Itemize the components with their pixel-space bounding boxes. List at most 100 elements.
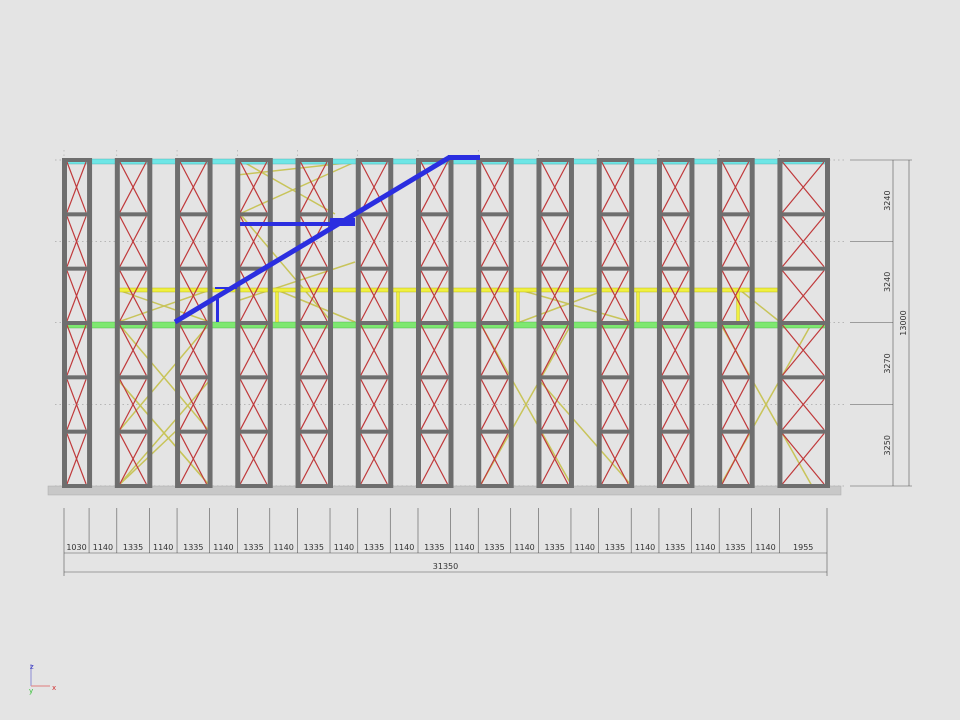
horizontal-dimension-chain: 1030 1140 1335 1140 1335 1140 1335 1140 1335 1140… (63, 508, 828, 576)
frame-x-brace (119, 379, 147, 430)
frame-x-brace (66, 379, 87, 430)
frame-horizontal (658, 375, 692, 380)
stair-post (216, 295, 219, 322)
frame-horizontal (116, 375, 150, 380)
frame-horizontal (64, 158, 90, 162)
frame-horizontal (658, 321, 692, 325)
frame-x-brace (299, 379, 328, 430)
dimension-label: 1140 (273, 543, 293, 552)
frame-horizontal (598, 158, 632, 162)
frame-column (355, 158, 361, 488)
frame-column (568, 158, 574, 488)
frame-x-brace (601, 433, 629, 485)
frame-x-brace (781, 433, 825, 485)
frame-horizontal (779, 266, 827, 271)
frame-horizontal (64, 429, 90, 434)
rack-frame (62, 158, 93, 488)
dimension-label: 3240 (883, 190, 892, 210)
frame-horizontal (538, 321, 571, 325)
rack-frame (656, 158, 695, 488)
frame-horizontal (237, 429, 270, 434)
frame-horizontal (357, 212, 391, 217)
frame-column (415, 158, 421, 488)
frame-horizontal (719, 212, 752, 217)
dimension-label: 1335 (725, 543, 745, 552)
frame-x-brace (540, 270, 569, 322)
diagonal-brace (117, 322, 211, 433)
frame-x-brace (540, 324, 569, 376)
rack-frames (62, 158, 830, 488)
frame-horizontal (417, 266, 451, 271)
frame-horizontal (237, 266, 270, 271)
frame-horizontal (237, 484, 270, 488)
frame-x-brace (239, 324, 268, 376)
frame-horizontal (598, 266, 632, 271)
axis-y-label: y (29, 687, 33, 695)
frame-x-brace (66, 161, 87, 213)
frame-horizontal (357, 158, 391, 162)
dimension-label: 1140 (93, 543, 113, 552)
frame-horizontal (297, 375, 331, 380)
dimension-label: 1335 (484, 543, 504, 552)
frame-horizontal (478, 321, 511, 325)
frame-x-brace (661, 379, 689, 430)
frame-horizontal (417, 321, 451, 325)
frame-horizontal (478, 429, 511, 434)
dimension-label: 1335 (243, 543, 263, 552)
frame-x-brace (601, 324, 629, 376)
frame-x-brace (480, 161, 509, 213)
stair-landing-beam (240, 222, 355, 226)
frame-x-brace (179, 379, 208, 430)
frame-column (235, 158, 241, 488)
frame-x-brace (239, 161, 268, 213)
frame-x-brace (540, 379, 569, 430)
frame-x-brace (661, 324, 689, 376)
rack-frame (295, 158, 334, 488)
frame-x-brace (66, 324, 87, 376)
frame-x-brace (179, 433, 208, 485)
frame-horizontal (658, 212, 692, 217)
frame-x-brace (420, 433, 449, 485)
frame-x-brace (360, 270, 388, 322)
frame-x-brace (601, 270, 629, 322)
frame-horizontal (116, 484, 150, 488)
axis-triad: z x y (29, 663, 56, 695)
axis-x-label: x (52, 684, 56, 692)
diagonal-brace (276, 289, 356, 323)
rack-frame (596, 158, 635, 488)
frame-x-brace (360, 379, 388, 430)
frame-x-brace (299, 270, 328, 322)
frame-horizontal (478, 266, 511, 271)
frame-x-brace (239, 433, 268, 485)
dimension-label: 1335 (545, 543, 565, 552)
frame-x-brace (179, 161, 208, 213)
rack-frame (717, 158, 755, 488)
frame-horizontal (237, 375, 270, 380)
frame-column (388, 158, 394, 488)
frame-horizontal (357, 321, 391, 325)
frame-x-brace (601, 216, 629, 267)
rack-frame (355, 158, 394, 488)
frame-horizontal (357, 429, 391, 434)
frame-horizontal (719, 266, 752, 271)
dimension-label: 1140 (695, 543, 715, 552)
dimension-label: 1140 (635, 543, 655, 552)
frame-horizontal (719, 484, 752, 488)
frame-horizontal (598, 484, 632, 488)
frame-x-brace (661, 161, 689, 213)
frame-horizontal (538, 158, 571, 162)
diagonal-brace (117, 379, 211, 487)
diagonal-brace (739, 289, 781, 323)
frame-horizontal (177, 375, 210, 380)
frame-horizontal (357, 375, 391, 380)
frame-horizontal (297, 321, 331, 325)
stair-members (173, 154, 480, 325)
frame-column (476, 158, 482, 488)
frame-x-brace (721, 161, 750, 213)
frame-horizontal (478, 158, 511, 162)
stair-landing (330, 218, 355, 226)
frame-horizontal (177, 484, 210, 488)
frame-x-brace (480, 216, 509, 267)
frame-x-brace (360, 433, 388, 485)
